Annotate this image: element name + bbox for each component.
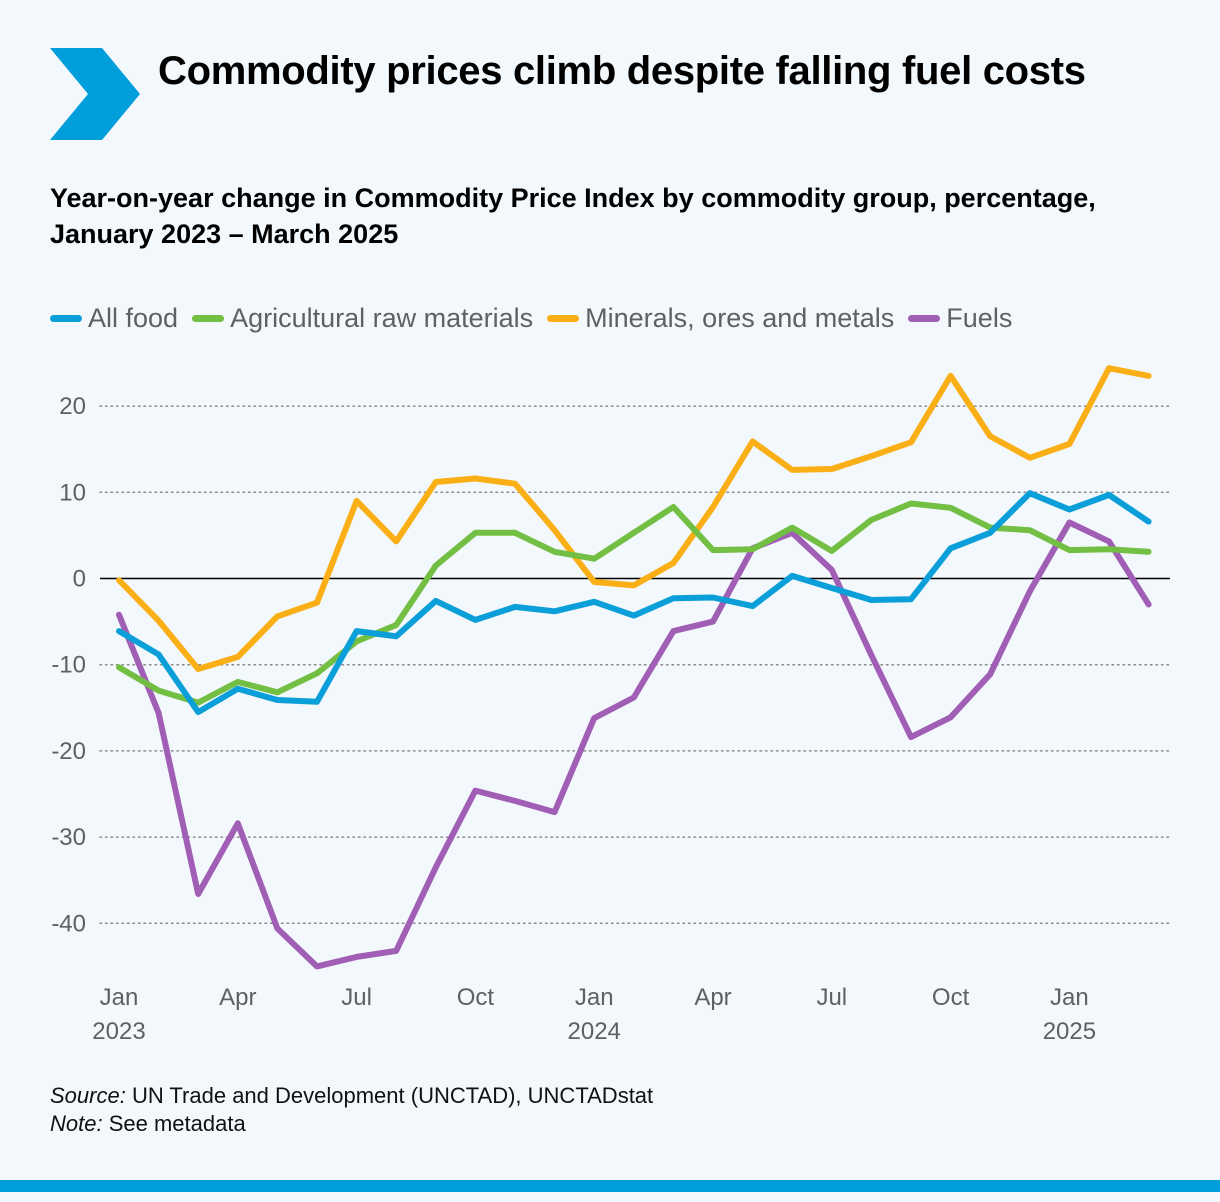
source-label: Source:	[50, 1083, 126, 1108]
y-tick-label: 20	[59, 393, 86, 420]
chart-footer: Source: UN Trade and Development (UNCTAD…	[50, 1082, 653, 1138]
legend-item-agricultural: Agricultural raw materials	[192, 303, 533, 334]
legend-swatch-minerals	[547, 314, 580, 322]
x-tick-label: Oct	[932, 984, 970, 1011]
x-tick-label: Jan	[1050, 984, 1089, 1011]
legend-swatch-agricultural	[192, 314, 225, 322]
y-tick-label: -20	[51, 738, 86, 765]
x-tick-year-label: 2025	[1043, 1018, 1096, 1045]
x-tick-label: Jul	[341, 984, 372, 1011]
legend-swatch-fuels	[908, 314, 941, 322]
note-line: Note: See metadata	[50, 1110, 653, 1138]
y-tick-label: 10	[59, 479, 86, 506]
y-tick-label: -30	[51, 824, 86, 851]
legend-label-agricultural: Agricultural raw materials	[230, 302, 534, 333]
legend-item-minerals: Minerals, ores and metals	[547, 303, 894, 334]
x-tick-label: Apr	[219, 984, 256, 1011]
series-line-fuels	[116, 519, 1152, 970]
note-label: Note:	[50, 1111, 103, 1136]
x-tick-year-label: 2024	[568, 1018, 621, 1045]
legend-item-fuels: Fuels	[908, 303, 1012, 334]
chart-legend: All food Agricultural raw materials Mine…	[50, 298, 1026, 338]
y-tick-label: -10	[51, 652, 86, 679]
legend-item-all-food: All food	[50, 303, 178, 334]
x-tick-year-label: 2023	[92, 1018, 145, 1045]
note-text: See metadata	[102, 1111, 246, 1136]
legend-swatch-all-food	[50, 314, 82, 322]
x-tick-label: Oct	[457, 984, 495, 1011]
x-tick-label: Apr	[694, 984, 731, 1011]
brand-chevron-icon	[50, 48, 140, 140]
y-tick-label: 0	[73, 566, 86, 593]
legend-label-all-food: All food	[88, 302, 179, 333]
y-tick-label: -40	[51, 910, 86, 937]
page-title: Commodity prices climb despite falling f…	[158, 49, 1086, 93]
series-line-all-food	[116, 490, 1152, 716]
x-tick-label: Jan	[575, 984, 614, 1011]
legend-label-fuels: Fuels	[946, 302, 1013, 333]
chart-subtitle: Year-on-year change in Commodity Price I…	[50, 183, 1096, 249]
legend-label-minerals: Minerals, ores and metals	[585, 302, 895, 333]
line-chart: 20 10 0 -10 -20 -30 -40 Jan 2023 Apr Jul Oct Jan 2024…	[51, 365, 1171, 1045]
brand-bottom-bar	[0, 1180, 1220, 1192]
x-tick-label: Jan	[100, 984, 139, 1011]
series-line-agricultural-raw-materials	[116, 500, 1152, 706]
series-line-minerals-ores-and-metals	[116, 365, 1152, 672]
x-tick-label: Jul	[816, 984, 847, 1011]
source-text: UN Trade and Development (UNCTAD), UNCTA…	[125, 1083, 654, 1108]
source-line: Source: UN Trade and Development (UNCTAD…	[50, 1082, 653, 1110]
